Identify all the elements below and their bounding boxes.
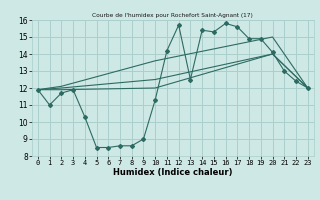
Title: Courbe de l'humidex pour Rochefort Saint-Agnant (17): Courbe de l'humidex pour Rochefort Saint… (92, 13, 253, 18)
X-axis label: Humidex (Indice chaleur): Humidex (Indice chaleur) (113, 168, 233, 177)
